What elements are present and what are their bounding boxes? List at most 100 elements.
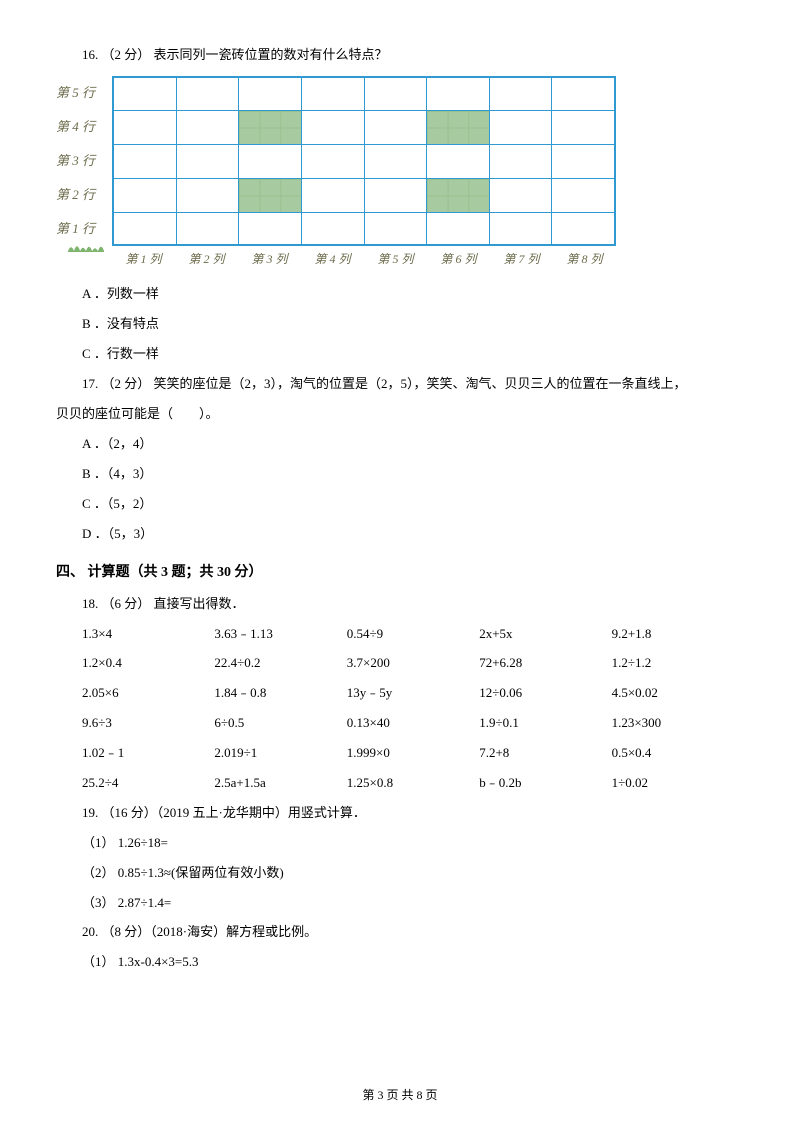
grid-cell xyxy=(239,212,302,246)
calc-item: b﹣0.2b xyxy=(479,768,611,798)
grid-row-label: 第 4 行 xyxy=(56,110,112,144)
q16-stem: 16. （2 分） 表示同列一瓷砖位置的数对有什么特点？ xyxy=(56,40,744,70)
grid-cell xyxy=(177,110,240,144)
q16-option-a: A ．列数一样 xyxy=(56,279,744,309)
calc-item: 22.4÷0.2 xyxy=(214,648,346,678)
grid-col-label: 第 6 列 xyxy=(427,246,490,274)
calc-item: 3.7×200 xyxy=(347,648,479,678)
q16-grid-figure: 第 5 行第 4 行第 3 行第 2 行第 1 行 第 1 列第 2 列第 3 … xyxy=(56,76,616,274)
q18-calc-grid: 1.3×43.63﹣1.130.54÷92x+5x9.2+1.81.2×0.42… xyxy=(82,619,744,798)
grid-cell xyxy=(490,76,553,110)
grid-cell xyxy=(365,144,428,178)
grid-cell xyxy=(239,178,302,212)
grid-cell xyxy=(427,110,490,144)
grid-cell xyxy=(177,76,240,110)
grid-cell xyxy=(427,178,490,212)
grid-cell xyxy=(427,144,490,178)
calc-item: 0.13×40 xyxy=(347,708,479,738)
grid-cell xyxy=(552,110,616,144)
calc-item: 1.23×300 xyxy=(612,708,744,738)
grid-cell xyxy=(112,110,177,144)
calc-item: 4.5×0.02 xyxy=(612,678,744,708)
q19-sub-2: （2） 0.85÷1.3≈(保留两位有效小数) xyxy=(82,858,744,888)
grid-col-label: 第 3 列 xyxy=(238,246,301,274)
grid-cell xyxy=(177,144,240,178)
calc-item: 3.63﹣1.13 xyxy=(214,619,346,649)
calc-item: 1.84﹣0.8 xyxy=(214,678,346,708)
calc-item: 0.5×0.4 xyxy=(612,738,744,768)
page-footer: 第 3 页 共 8 页 xyxy=(0,1082,800,1110)
grid-cell xyxy=(112,76,177,110)
calc-item: 1÷0.02 xyxy=(612,768,744,798)
q18-stem: 18. （6 分） 直接写出得数． xyxy=(56,589,744,619)
grid-col-label: 第 8 列 xyxy=(553,246,616,274)
grid-cell xyxy=(365,212,428,246)
grid-cell xyxy=(239,144,302,178)
section-4-header: 四、 计算题（共 3 题；共 30 分） xyxy=(56,557,744,589)
q17-stem-cont: 贝贝的座位可能是（ ）。 xyxy=(56,399,744,429)
grid-cell xyxy=(490,178,553,212)
q16-option-b: B ．没有特点 xyxy=(56,309,744,339)
calc-item: 13y﹣5y xyxy=(347,678,479,708)
grid-cell xyxy=(552,178,616,212)
grid-cell xyxy=(302,110,365,144)
q17-option-b: B ．（4，3） xyxy=(56,459,744,489)
calc-item: 9.2+1.8 xyxy=(612,619,744,649)
grid-cell xyxy=(365,110,428,144)
grid-cell xyxy=(490,110,553,144)
calc-item: 1.9÷0.1 xyxy=(479,708,611,738)
calc-item: 0.54÷9 xyxy=(347,619,479,649)
grid-cell xyxy=(490,212,553,246)
grid-cell xyxy=(552,212,616,246)
grid-cell xyxy=(302,144,365,178)
calc-item: 1.2÷1.2 xyxy=(612,648,744,678)
q16-option-c: C ．行数一样 xyxy=(56,339,744,369)
q17-stem: 17. （2 分） 笑笑的座位是（2，3），淘气的位置是（2，5），笑笑、淘气、… xyxy=(56,369,744,399)
grid-cell xyxy=(427,212,490,246)
grid-row-label: 第 3 行 xyxy=(56,144,112,178)
grid-cell xyxy=(427,76,490,110)
calc-item: 1.3×4 xyxy=(82,619,214,649)
grid-cell xyxy=(112,178,177,212)
q17-option-c: C ．（5，2） xyxy=(56,489,744,519)
q17-option-a: A ．（2，4） xyxy=(56,429,744,459)
grid-cell xyxy=(239,110,302,144)
calc-item: 2.019÷1 xyxy=(214,738,346,768)
grid-cell xyxy=(552,144,616,178)
calc-item: 1.25×0.8 xyxy=(347,768,479,798)
grid-cell xyxy=(302,212,365,246)
grid-cell xyxy=(177,178,240,212)
q19-sub-3: （3） 2.87÷1.4= xyxy=(82,888,744,918)
grid-cell xyxy=(302,178,365,212)
calc-item: 2.05×6 xyxy=(82,678,214,708)
calc-item: 7.2+8 xyxy=(479,738,611,768)
grid-col-label: 第 4 列 xyxy=(301,246,364,274)
calc-item: 6÷0.5 xyxy=(214,708,346,738)
grid-col-label: 第 1 列 xyxy=(112,246,175,274)
calc-item: 9.6÷3 xyxy=(82,708,214,738)
q20-stem: 20. （8 分）（2018·海安）解方程或比例。 xyxy=(56,917,744,947)
grid-cell xyxy=(302,76,365,110)
calc-item: 72+6.28 xyxy=(479,648,611,678)
grass-decor xyxy=(56,246,112,262)
grid-col-label: 第 7 列 xyxy=(490,246,553,274)
grid-cell xyxy=(490,144,553,178)
calc-item: 2.5a+1.5a xyxy=(214,768,346,798)
grid-cell xyxy=(239,76,302,110)
q17-option-d: D ．（5，3） xyxy=(56,519,744,549)
grid-col-label: 第 2 列 xyxy=(175,246,238,274)
grid-cell xyxy=(177,212,240,246)
grid-cell xyxy=(365,76,428,110)
calc-item: 25.2÷4 xyxy=(82,768,214,798)
calc-item: 1.2×0.4 xyxy=(82,648,214,678)
calc-item: 1.999×0 xyxy=(347,738,479,768)
grid-cell xyxy=(365,178,428,212)
grid-row-label: 第 2 行 xyxy=(56,178,112,212)
calc-item: 2x+5x xyxy=(479,619,611,649)
q19-stem: 19. （16 分）（2019 五上·龙华期中）用竖式计算． xyxy=(56,798,744,828)
grid-cell xyxy=(552,76,616,110)
grid-row-label: 第 5 行 xyxy=(56,76,112,110)
grid-cell xyxy=(112,212,177,246)
q19-sub-1: （1） 1.26÷18= xyxy=(82,828,744,858)
grid-cell xyxy=(112,144,177,178)
